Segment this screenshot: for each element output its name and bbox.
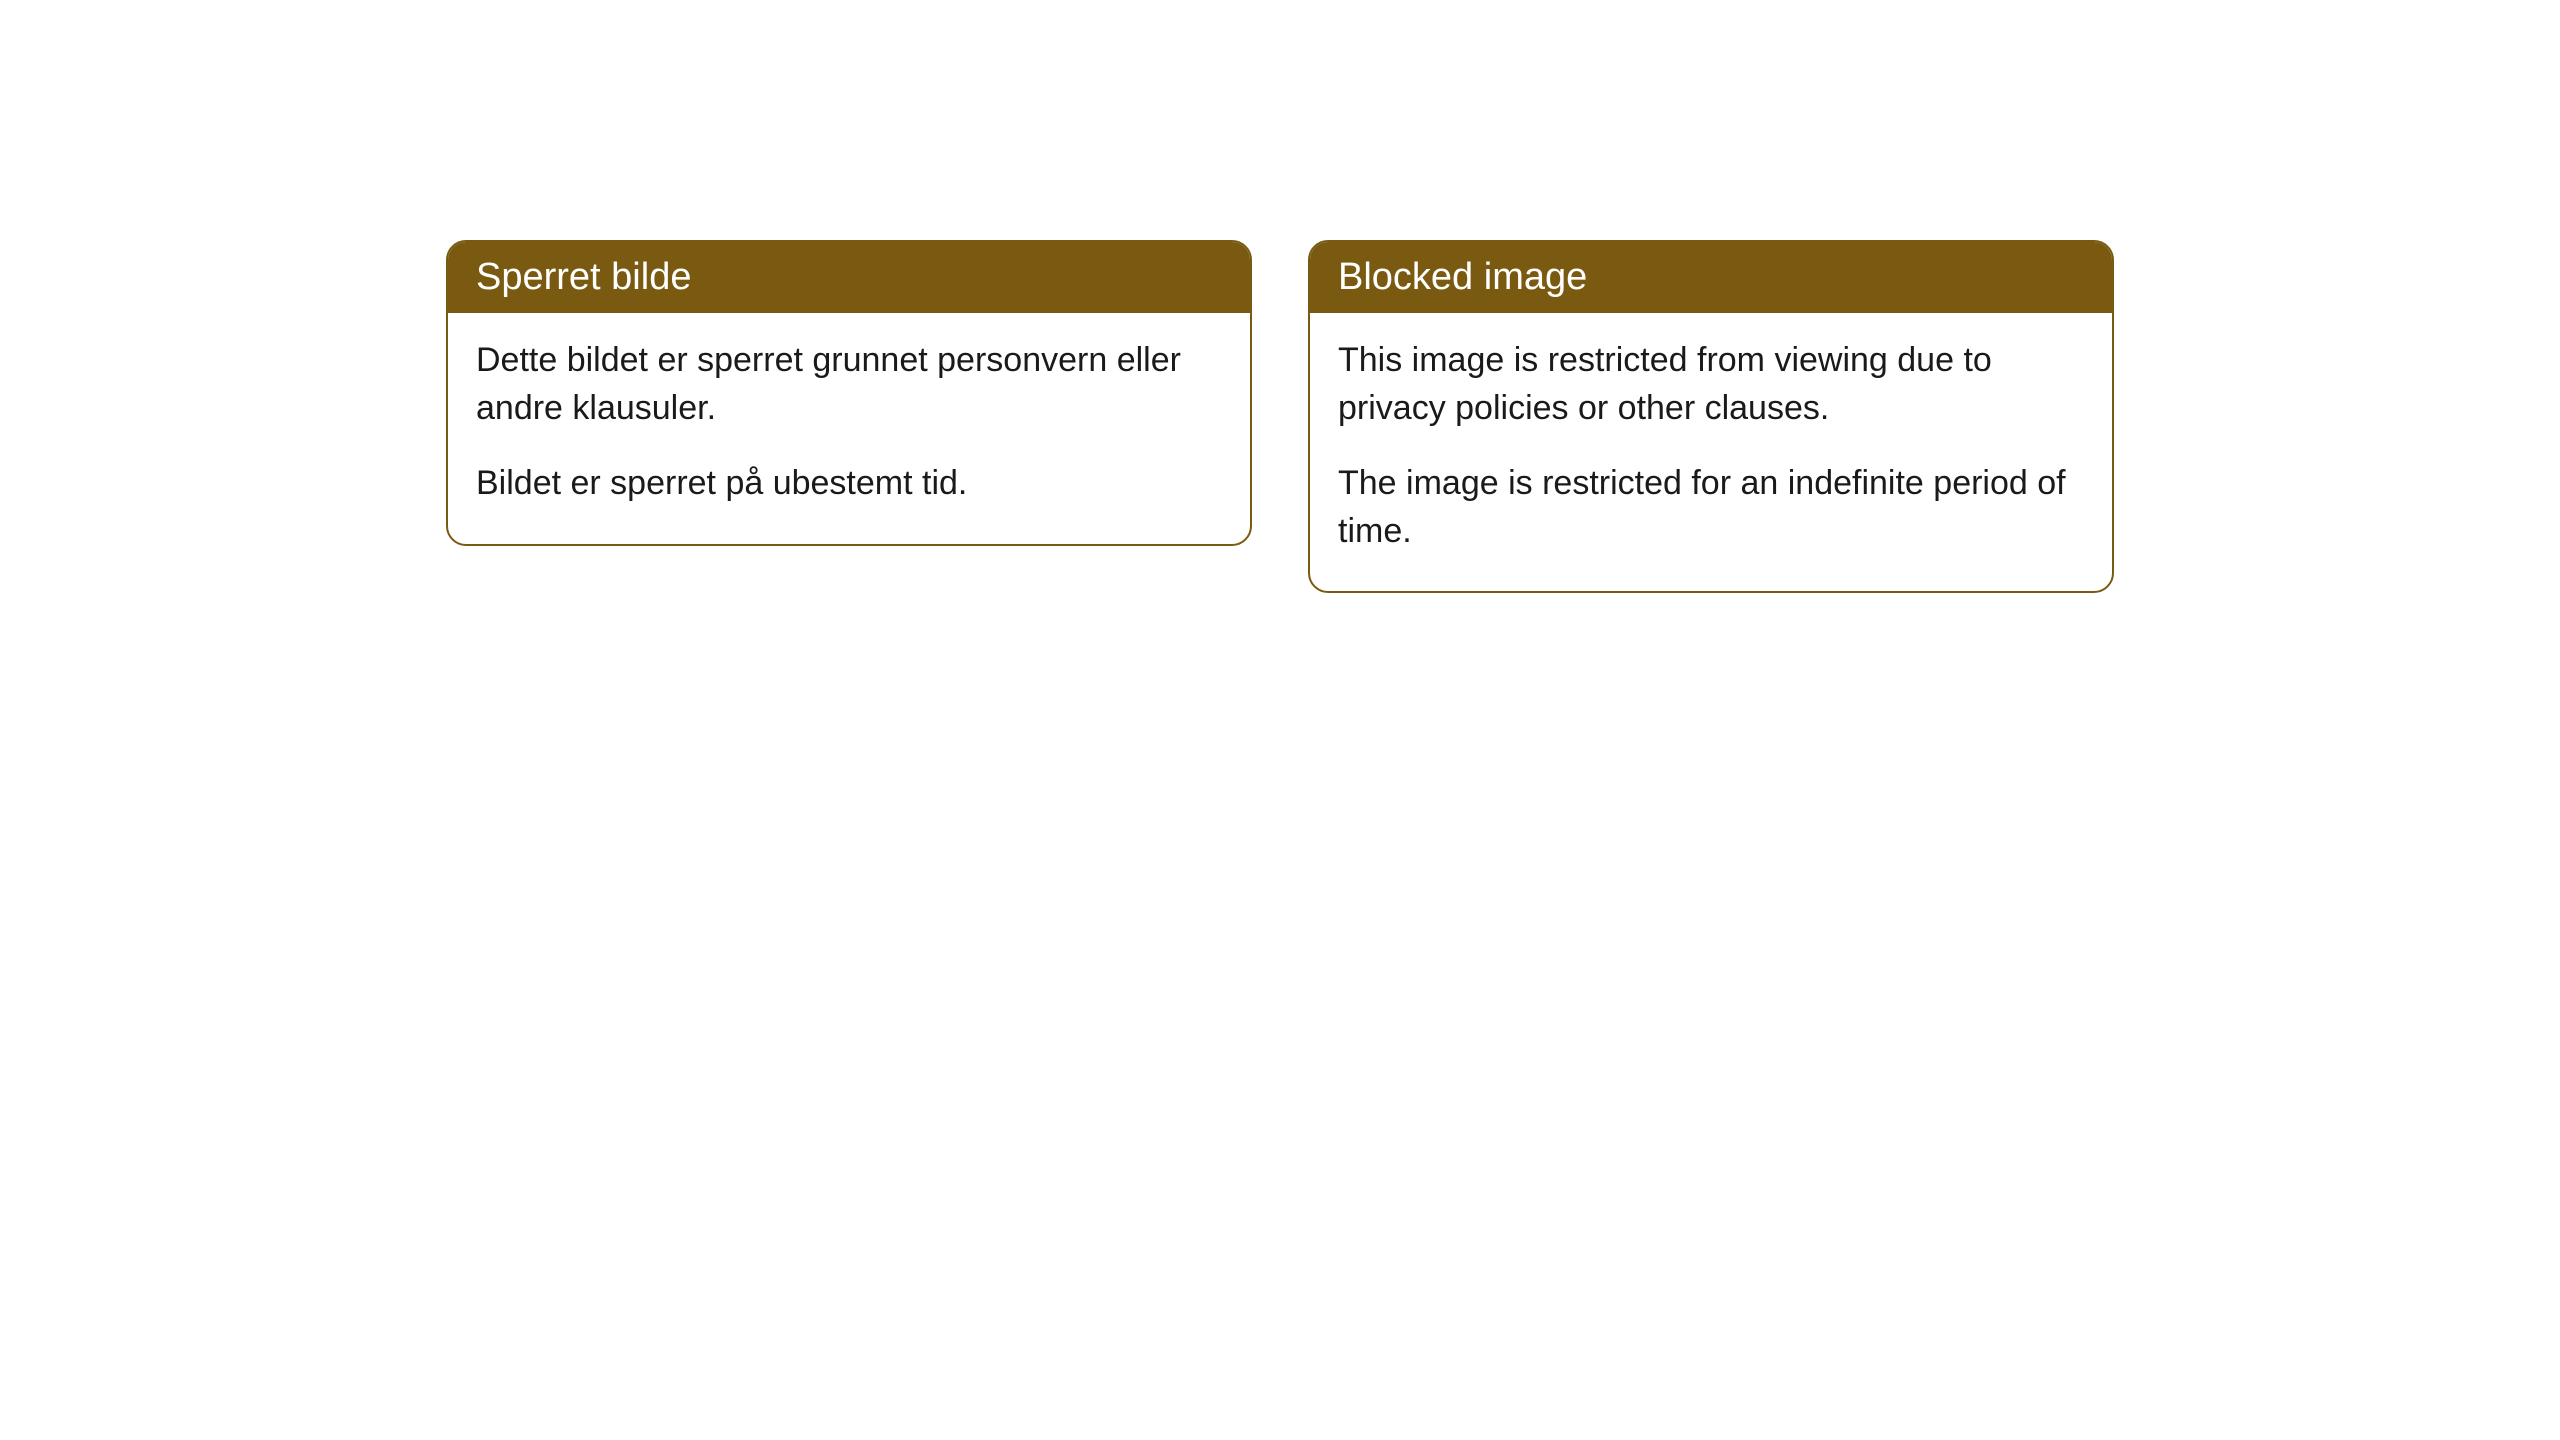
notice-text-no-1: Dette bildet er sperret grunnet personve… <box>476 337 1222 432</box>
notice-text-en-2: The image is restricted for an indefinit… <box>1338 460 2084 555</box>
notice-header-en: Blocked image <box>1310 242 2112 313</box>
notice-header-no: Sperret bilde <box>448 242 1250 313</box>
notice-text-no-2: Bildet er sperret på ubestemt tid. <box>476 460 1222 508</box>
notice-text-en-1: This image is restricted from viewing du… <box>1338 337 2084 432</box>
blocked-notice-card-no: Sperret bilde Dette bildet er sperret gr… <box>446 240 1252 546</box>
notice-body-en: This image is restricted from viewing du… <box>1310 313 2112 591</box>
notice-body-no: Dette bildet er sperret grunnet personve… <box>448 313 1250 544</box>
blocked-notice-card-en: Blocked image This image is restricted f… <box>1308 240 2114 593</box>
